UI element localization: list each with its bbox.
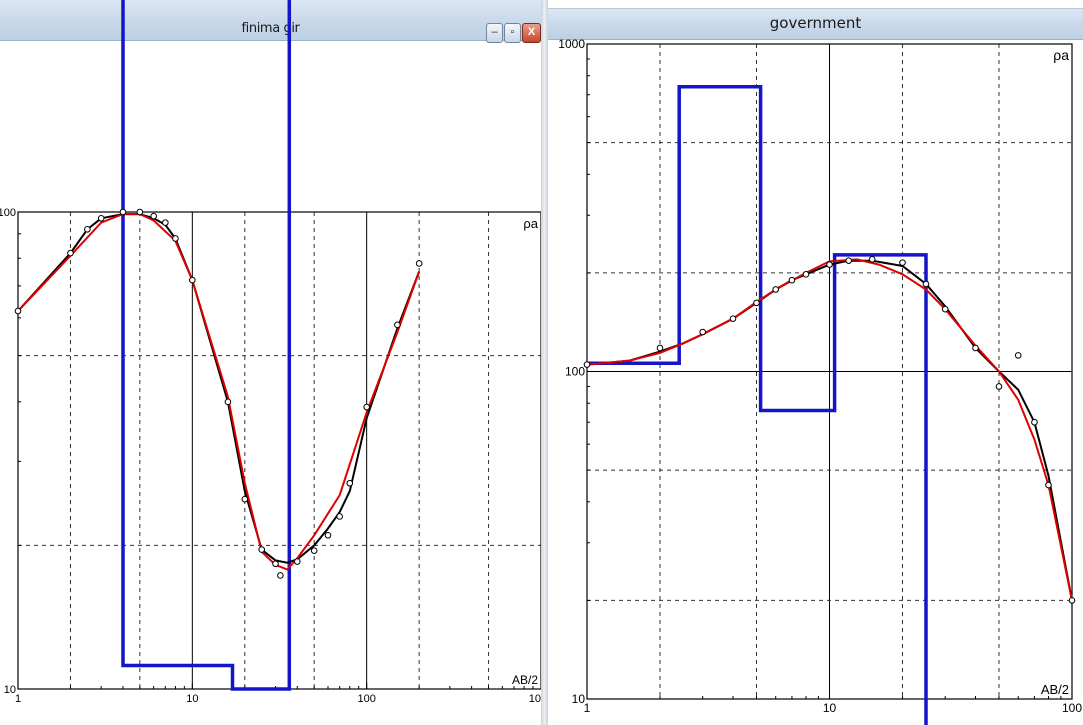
left-observed-point bbox=[172, 235, 179, 242]
left-observed-point bbox=[415, 260, 423, 267]
left-observed-point bbox=[84, 225, 91, 233]
right-observed-point bbox=[1014, 352, 1022, 359]
left-observed-point bbox=[272, 560, 279, 568]
left-observed-point bbox=[162, 219, 169, 226]
left-layer-model-line bbox=[121, 0, 292, 691]
left-observed-point bbox=[14, 307, 22, 315]
left-observed-point bbox=[241, 495, 249, 503]
left-observed-point bbox=[363, 403, 370, 411]
right-observed-point bbox=[772, 286, 780, 293]
left-observed-point bbox=[97, 215, 105, 222]
right-layer-model-line bbox=[587, 85, 928, 725]
maximize-button[interactable]: ▫ bbox=[504, 23, 521, 43]
title-bar[interactable]: finima gir – ▫ X bbox=[0, 0, 541, 43]
right-observed-point bbox=[802, 271, 810, 278]
left-plot-frame bbox=[17, 211, 541, 690]
right-observed-point bbox=[1045, 481, 1052, 489]
y-tick-label: 100 bbox=[565, 365, 585, 379]
right-observed-point bbox=[788, 276, 796, 284]
right-x-axis-label: AB/2 bbox=[1041, 682, 1069, 697]
left-observed-point bbox=[67, 249, 74, 257]
left-observed-point bbox=[336, 513, 343, 520]
minimize-button[interactable]: – bbox=[486, 23, 503, 43]
left-observed-point bbox=[277, 572, 284, 579]
left-observed-point bbox=[258, 546, 266, 553]
right-observed-point bbox=[699, 328, 707, 336]
right-observed-point bbox=[656, 344, 664, 352]
x-tick-label: 1 bbox=[15, 693, 21, 705]
left-x-axis-label: AB/2 bbox=[512, 673, 538, 687]
left-observed-point bbox=[119, 208, 127, 216]
right-observed-point bbox=[899, 259, 906, 266]
x-tick-label: 100 bbox=[357, 693, 375, 705]
left-observed-point bbox=[136, 208, 144, 216]
right-observed-point bbox=[972, 344, 979, 352]
chart-window-left: finima gir – ▫ X 110100100010100AB/2ρa bbox=[0, 0, 541, 725]
left-black-curve bbox=[17, 213, 421, 564]
x-tick-label: 10 bbox=[823, 701, 837, 715]
sounding-chart-left: 110100100010100AB/2ρa bbox=[0, 0, 541, 705]
left-red-curve bbox=[17, 213, 421, 571]
right-observed-point bbox=[1031, 418, 1038, 426]
left-observed-point bbox=[189, 276, 196, 284]
left-y-axis-label: ρa bbox=[523, 216, 538, 231]
close-button[interactable]: X bbox=[522, 23, 541, 43]
left-observed-point bbox=[324, 532, 332, 539]
window-divider bbox=[541, 0, 548, 725]
right-observed-point bbox=[826, 261, 833, 268]
right-plot-frame bbox=[586, 43, 1073, 700]
right-observed-point bbox=[941, 305, 949, 313]
x-tick-label: 10 bbox=[186, 693, 198, 705]
right-observed-point bbox=[845, 257, 853, 264]
left-observed-point bbox=[224, 398, 232, 406]
left-observed-point bbox=[293, 558, 301, 565]
right-y-axis-label: ρa bbox=[1053, 47, 1069, 63]
right-observed-point bbox=[583, 361, 591, 368]
left-observed-point bbox=[150, 212, 157, 220]
y-tick-label: 10 bbox=[572, 692, 586, 706]
left-observed-point bbox=[394, 321, 401, 329]
left-observed-point bbox=[310, 547, 318, 554]
right-observed-point bbox=[1068, 597, 1076, 604]
x-tick-label: 1 bbox=[584, 701, 591, 715]
right-observed-point bbox=[868, 256, 876, 263]
left-observed-point bbox=[346, 479, 354, 487]
chart-window-right: government 1 10 100 10 100 1000 AB/2 ρa bbox=[548, 0, 1083, 725]
right-red-curve bbox=[586, 258, 1073, 601]
x-tick-label: 1000 bbox=[529, 693, 541, 705]
y-tick-label: 10 bbox=[4, 684, 16, 696]
right-observed-point bbox=[995, 383, 1003, 390]
left-grid bbox=[17, 212, 541, 690]
title-bar[interactable]: government bbox=[548, 8, 1083, 40]
window-title: finima gir bbox=[241, 21, 300, 36]
right-observed-point bbox=[922, 280, 930, 288]
y-tick-label: 1000 bbox=[558, 37, 585, 51]
window-title: government bbox=[769, 14, 862, 32]
right-observed-point bbox=[729, 315, 737, 322]
y-tick-label: 100 bbox=[0, 207, 16, 219]
x-tick-label: 100 bbox=[1062, 701, 1082, 715]
right-observed-point bbox=[753, 299, 760, 307]
